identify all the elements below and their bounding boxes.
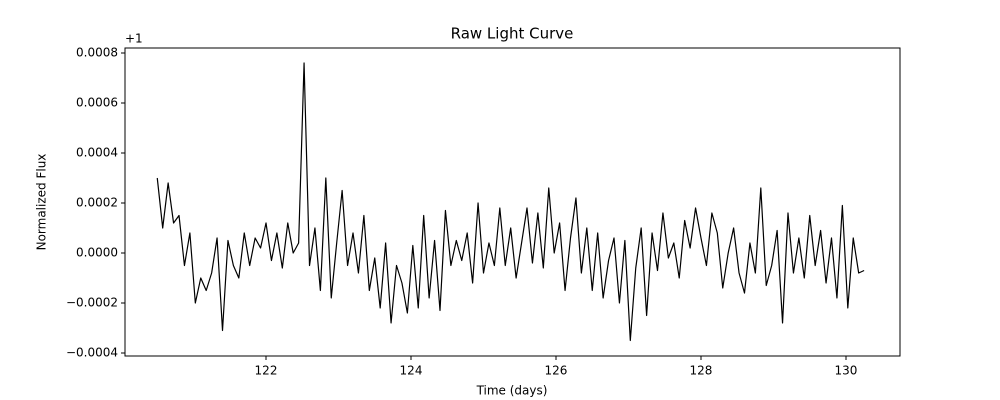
y-axis-label: Normalized Flux [35,154,49,251]
flux-line [156,62,865,342]
y-tick-label: 0.0000 [76,246,118,260]
y-tick-label: −0.0002 [66,296,118,310]
y-tick-label: 0.0002 [76,196,118,210]
chart-title: Raw Light Curve [451,25,574,43]
plot-frame [124,47,901,357]
x-tick-label: 122 [255,364,278,378]
y-tick-label: 0.0008 [76,46,118,60]
y-tick-label: 0.0006 [76,96,118,110]
y-tick-label: −0.0004 [66,346,118,360]
x-axis-label: Time (days) [476,384,548,398]
y-offset-label: +1 [125,32,143,46]
x-tick-label: 126 [545,364,568,378]
x-tick-label: 124 [400,364,423,378]
x-tick-label: 130 [835,364,858,378]
y-tick-label: 0.0004 [76,146,118,160]
x-tick-label: 128 [690,364,713,378]
